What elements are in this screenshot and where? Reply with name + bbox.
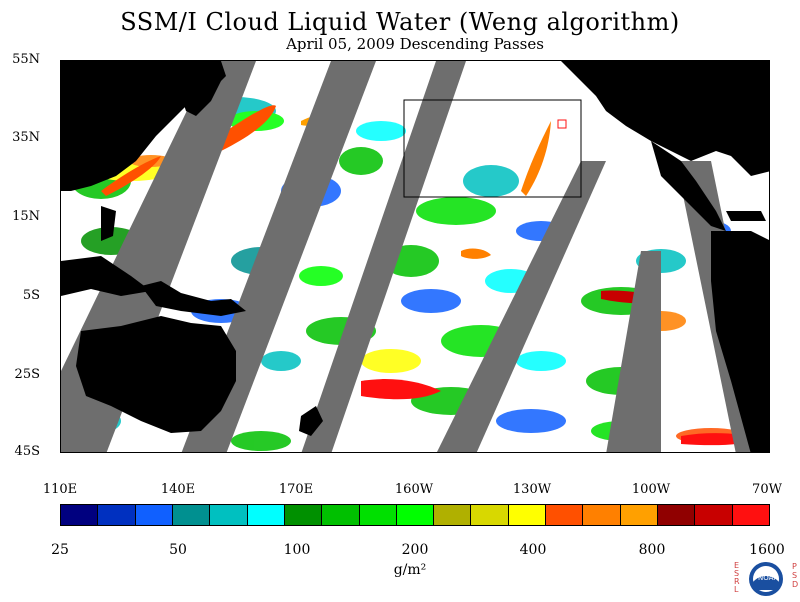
map-svg	[61, 61, 769, 452]
colorbar-swatch-12	[508, 505, 547, 525]
lat-label-15n: 15N	[12, 209, 40, 224]
colorbar-swatch-17	[695, 505, 733, 525]
colorbar-tick-800: 800	[638, 542, 666, 558]
map-subtitle: April 05, 2009 Descending Passes	[286, 35, 544, 53]
lat-label-35n: 35N	[12, 130, 40, 145]
land-new-guinea	[141, 281, 246, 316]
lat-label-25s: 25S	[14, 367, 40, 382]
lon-label-160w: 160W	[394, 482, 434, 497]
color-scale-bar	[60, 504, 770, 526]
logo-psd-text: PSD	[792, 562, 799, 589]
colorbar-swatch-8	[359, 505, 397, 525]
colorbar-tick-25: 25	[51, 542, 69, 558]
land-central-america	[651, 141, 726, 231]
colorbar-swatch-4	[210, 505, 248, 525]
land-borneo	[61, 256, 151, 296]
swath-gap-4	[436, 161, 606, 452]
lat-label-55n: 55N	[12, 52, 40, 67]
colorbar-tick-1600: 1600	[749, 542, 785, 558]
colorbar-swatch-10	[434, 505, 472, 525]
colorbar-swatch-13	[546, 505, 584, 525]
colorbar-tick-50: 50	[169, 542, 187, 558]
logo-noaa-text: NOAA	[758, 574, 779, 582]
colorbar-tick-400: 400	[519, 542, 547, 558]
lon-label-170e: 170E	[278, 482, 314, 497]
swath-gap-5	[606, 251, 661, 452]
colorbar-swatch-5	[247, 505, 285, 525]
colorbar-unit: g/m²	[393, 562, 427, 578]
lat-label-45s: 45S	[14, 444, 40, 459]
lon-label-100w: 100W	[631, 482, 671, 497]
lat-label-5s: 5S	[22, 288, 40, 303]
map-panel	[60, 60, 770, 453]
colorbar-swatch-1	[98, 505, 136, 525]
colorbar-tick-100: 100	[283, 542, 311, 558]
lon-label-110e: 110E	[42, 482, 78, 497]
colorbar-swatch-9	[396, 505, 435, 525]
land-australia	[76, 316, 236, 433]
swath-gap-3	[301, 61, 466, 452]
land-japan	[181, 81, 221, 116]
colorbar-swatch-18	[732, 505, 769, 525]
lon-label-130w: 130W	[512, 482, 552, 497]
colorbar-swatch-11	[471, 505, 509, 525]
colorbar-swatch-3	[172, 505, 211, 525]
colorbar-swatch-0	[61, 505, 99, 525]
land-north-america	[561, 61, 769, 176]
region-box	[403, 99, 582, 198]
colorbar-swatch-16	[658, 505, 696, 525]
noaa-esrl-logo: ESRL PSD NOAA	[734, 560, 798, 598]
colorbar-tick-200: 200	[401, 542, 429, 558]
colorbar-swatch-7	[322, 505, 360, 525]
land-taiwan-philippines	[101, 206, 116, 241]
colorbar-swatch-2	[135, 505, 173, 525]
colorbar-swatch-15	[620, 505, 658, 525]
colorbar-swatch-6	[284, 505, 323, 525]
marker-box	[557, 119, 567, 129]
land-asia	[61, 61, 226, 191]
map-title: SSM/I Cloud Liquid Water (Weng algorithm…	[120, 8, 680, 36]
logo-esrl-text: ESRL	[734, 561, 740, 594]
colorbar-swatch-14	[583, 505, 621, 525]
land-masses	[61, 61, 769, 452]
lon-label-70w: 70W	[752, 482, 782, 497]
noaa-logo-icon	[749, 562, 783, 596]
land-south-america	[711, 231, 769, 452]
land-new-zealand	[299, 406, 323, 436]
lon-label-140e: 140E	[160, 482, 196, 497]
land-caribbean	[726, 211, 766, 221]
